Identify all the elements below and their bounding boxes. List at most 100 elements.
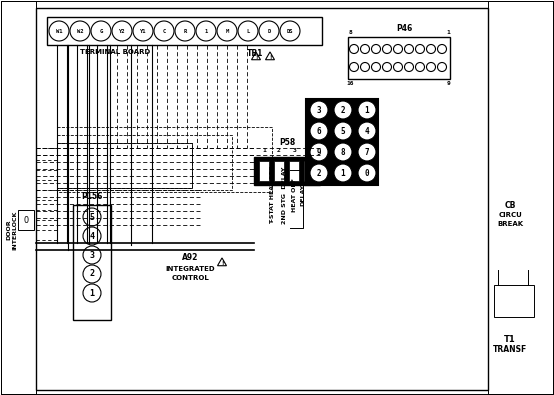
Text: W1: W1 xyxy=(56,28,62,34)
Bar xyxy=(57,143,192,188)
Text: 2: 2 xyxy=(341,105,345,115)
Text: R: R xyxy=(183,28,187,34)
Circle shape xyxy=(154,21,174,41)
Circle shape xyxy=(217,21,237,41)
Circle shape xyxy=(350,62,358,71)
Text: 2: 2 xyxy=(90,269,95,278)
Bar xyxy=(289,161,299,181)
Circle shape xyxy=(382,62,392,71)
Circle shape xyxy=(358,101,376,119)
Text: 3: 3 xyxy=(292,148,296,153)
Bar xyxy=(57,127,272,192)
Text: T1: T1 xyxy=(504,335,516,344)
Circle shape xyxy=(238,21,258,41)
Text: !: ! xyxy=(255,55,257,60)
Circle shape xyxy=(427,45,435,53)
Polygon shape xyxy=(218,258,227,266)
Bar xyxy=(274,161,284,181)
Circle shape xyxy=(393,62,403,71)
Circle shape xyxy=(310,143,328,161)
Circle shape xyxy=(280,21,300,41)
Bar xyxy=(73,205,111,320)
Text: TB1: TB1 xyxy=(247,49,263,58)
Text: 4: 4 xyxy=(90,231,95,241)
Text: 5: 5 xyxy=(90,213,95,222)
Text: G: G xyxy=(99,28,102,34)
Circle shape xyxy=(438,45,447,53)
Text: 16: 16 xyxy=(346,81,354,86)
Circle shape xyxy=(361,62,370,71)
Polygon shape xyxy=(252,52,260,60)
Text: 9: 9 xyxy=(446,81,450,86)
Circle shape xyxy=(334,122,352,140)
Circle shape xyxy=(83,227,101,245)
Circle shape xyxy=(361,45,370,53)
Text: INTEGRATED: INTEGRATED xyxy=(165,266,215,272)
Text: CONTROL: CONTROL xyxy=(171,275,209,281)
Circle shape xyxy=(83,284,101,302)
Bar xyxy=(1,1,36,394)
Circle shape xyxy=(310,164,328,182)
Text: P46: P46 xyxy=(396,24,412,33)
Circle shape xyxy=(334,143,352,161)
Circle shape xyxy=(404,45,413,53)
Text: M: M xyxy=(225,28,229,34)
Text: 9: 9 xyxy=(317,147,321,156)
Circle shape xyxy=(334,164,352,182)
Text: 1: 1 xyxy=(446,30,450,35)
Text: P156: P156 xyxy=(81,192,102,201)
Text: 8: 8 xyxy=(348,30,352,35)
Text: P58: P58 xyxy=(279,137,295,147)
Text: O: O xyxy=(23,216,28,224)
Circle shape xyxy=(83,246,101,264)
Bar xyxy=(304,161,314,181)
Circle shape xyxy=(112,21,132,41)
Text: !: ! xyxy=(220,261,223,266)
Text: 3: 3 xyxy=(317,105,321,115)
Bar xyxy=(494,285,534,317)
Bar xyxy=(254,157,320,185)
Circle shape xyxy=(416,45,424,53)
Polygon shape xyxy=(265,52,274,60)
Text: L: L xyxy=(247,28,250,34)
Circle shape xyxy=(372,45,381,53)
Text: 4: 4 xyxy=(307,148,311,153)
Circle shape xyxy=(175,21,195,41)
Circle shape xyxy=(382,45,392,53)
Circle shape xyxy=(350,45,358,53)
Circle shape xyxy=(91,21,111,41)
Text: 1: 1 xyxy=(365,105,370,115)
Text: T-STAT HEAT STG: T-STAT HEAT STG xyxy=(270,166,275,224)
Text: 2: 2 xyxy=(277,148,281,153)
Circle shape xyxy=(310,122,328,140)
Circle shape xyxy=(358,143,376,161)
Text: D: D xyxy=(268,28,270,34)
Circle shape xyxy=(358,122,376,140)
Bar xyxy=(306,99,378,185)
Bar xyxy=(488,1,553,394)
Circle shape xyxy=(358,164,376,182)
Circle shape xyxy=(393,45,403,53)
Text: 4: 4 xyxy=(365,126,370,135)
Text: 1: 1 xyxy=(341,169,345,177)
Text: 3: 3 xyxy=(90,250,95,260)
Circle shape xyxy=(83,265,101,283)
Circle shape xyxy=(70,21,90,41)
Text: TERMINAL BOARD: TERMINAL BOARD xyxy=(80,49,150,55)
Circle shape xyxy=(416,62,424,71)
Text: Y1: Y1 xyxy=(140,28,146,34)
Circle shape xyxy=(372,62,381,71)
Circle shape xyxy=(133,21,153,41)
Bar xyxy=(47,17,322,45)
Circle shape xyxy=(404,62,413,71)
Text: DELAY: DELAY xyxy=(300,184,305,206)
Text: Y2: Y2 xyxy=(119,28,125,34)
Bar xyxy=(36,8,488,390)
Circle shape xyxy=(259,21,279,41)
Text: !: ! xyxy=(269,55,271,60)
Bar xyxy=(57,143,192,188)
Text: 1: 1 xyxy=(90,288,95,297)
Text: 7: 7 xyxy=(365,147,370,156)
Text: 0: 0 xyxy=(365,169,370,177)
Text: CIRCU: CIRCU xyxy=(498,212,522,218)
